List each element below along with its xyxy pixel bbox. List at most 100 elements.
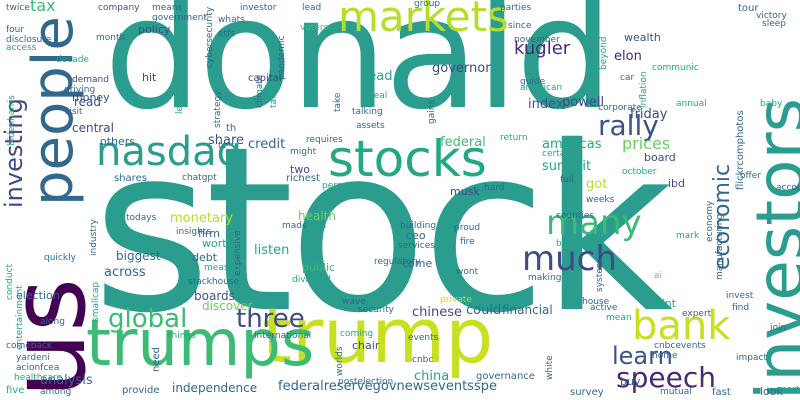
word: sleep — [762, 19, 786, 29]
word: look — [760, 385, 783, 398]
word: index — [528, 97, 564, 112]
word: take — [333, 92, 343, 112]
word: offer — [740, 171, 761, 181]
word: climate — [255, 74, 265, 108]
word: postelection — [338, 377, 394, 387]
word: car — [620, 73, 635, 83]
word: impact — [736, 353, 767, 363]
word: ai — [654, 271, 663, 281]
word: manufacturing — [715, 213, 725, 280]
word: driving — [64, 85, 96, 95]
word: donald — [104, 0, 613, 144]
word: system — [595, 259, 605, 292]
word: strategy — [213, 90, 223, 128]
word: independence — [172, 381, 258, 395]
word: could — [466, 303, 502, 318]
word: monetary — [170, 211, 233, 226]
word: yardeni — [16, 353, 50, 363]
word: public — [302, 261, 336, 274]
word: active — [590, 303, 618, 313]
word: tax — [30, 0, 56, 15]
word: comeback — [6, 341, 53, 351]
word: investor — [240, 3, 277, 13]
word: beyond — [599, 36, 609, 71]
word: ibd — [668, 177, 686, 190]
word: bank — [632, 303, 731, 349]
word: credit — [248, 137, 286, 152]
word: debt — [192, 251, 218, 264]
word: certain — [542, 149, 574, 159]
word: october — [622, 167, 657, 177]
word: fire — [460, 237, 475, 247]
word: tariffs — [269, 81, 279, 108]
word: rally — [598, 109, 659, 142]
word: annual — [676, 99, 707, 109]
word: board — [644, 151, 676, 164]
word: trumps — [86, 307, 315, 381]
word: elon — [614, 49, 642, 64]
word: dividend — [292, 275, 331, 285]
word: listen — [254, 243, 290, 258]
word: four — [6, 25, 25, 35]
word: company — [98, 3, 140, 13]
word: money — [72, 91, 110, 104]
word: discover — [202, 299, 253, 313]
word: services — [398, 241, 435, 251]
word: much — [522, 239, 617, 279]
word: trump — [262, 291, 494, 380]
word: th — [226, 123, 237, 134]
word: cybersecurity — [205, 6, 215, 68]
word: election — [16, 289, 60, 302]
word: nasdaq — [96, 129, 242, 175]
word: share — [208, 133, 245, 148]
word: capital — [248, 73, 282, 84]
word: todays — [126, 213, 157, 223]
word: house — [582, 297, 610, 307]
word: economy — [705, 200, 715, 242]
word: governance — [476, 371, 535, 382]
word: counties — [556, 211, 595, 221]
word: boards — [194, 289, 235, 303]
word: chatgpt — [182, 173, 217, 183]
word: cnbcevents — [654, 341, 706, 351]
word: others — [100, 135, 136, 148]
word: demand — [72, 75, 109, 85]
word: analysis — [40, 373, 93, 388]
word: government — [152, 13, 207, 23]
word: mortgage — [778, 385, 800, 395]
word: hard — [484, 183, 505, 193]
word: month — [96, 33, 126, 43]
word: account — [776, 183, 800, 193]
word: wave — [342, 297, 366, 307]
word: guide — [520, 77, 546, 87]
word: mutual — [660, 387, 692, 397]
word: group — [414, 0, 441, 9]
word: full — [560, 175, 574, 185]
word: musk — [450, 185, 480, 198]
word: access — [6, 43, 37, 53]
word: across — [104, 265, 146, 280]
word: etfs — [218, 29, 235, 39]
word: join — [770, 323, 787, 333]
word: central — [72, 121, 114, 135]
word: inside — [460, 193, 487, 203]
word: china — [414, 369, 450, 384]
word: buy — [620, 375, 641, 388]
word: twice — [6, 3, 30, 13]
word: insights — [176, 227, 212, 237]
word: learn — [612, 342, 673, 370]
word: security — [358, 305, 394, 315]
word: point — [648, 297, 677, 310]
word: financial — [502, 303, 553, 317]
word: federal — [440, 135, 486, 150]
word: acionfcea — [16, 363, 60, 373]
word: visit — [64, 107, 83, 117]
word: might — [290, 147, 317, 157]
word: worth — [202, 237, 234, 250]
word: victory — [756, 11, 787, 21]
word: ceo — [406, 229, 426, 242]
word: five — [6, 385, 25, 396]
word: provide — [122, 385, 160, 396]
word: behind — [556, 239, 587, 249]
word: along — [40, 317, 65, 327]
